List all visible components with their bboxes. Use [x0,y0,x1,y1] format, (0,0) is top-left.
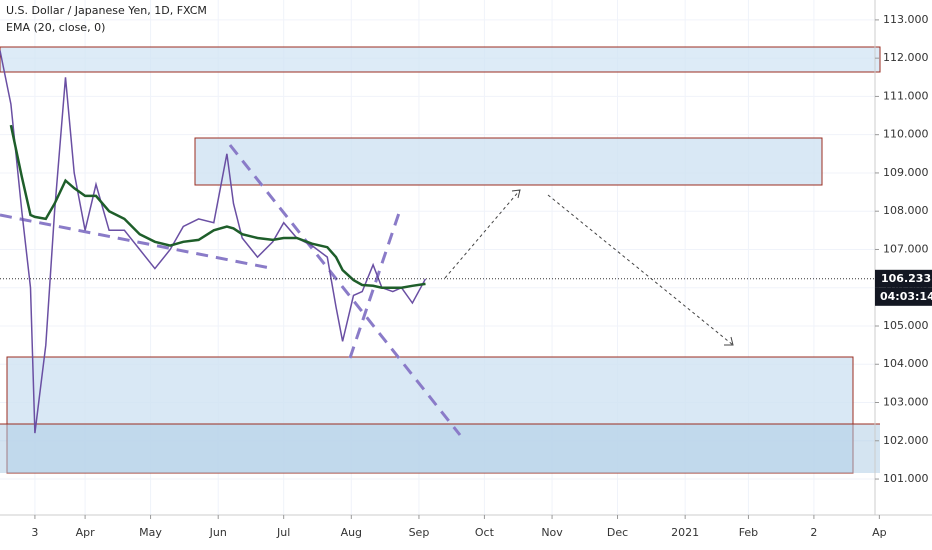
y-tick-label: 101.000 [883,472,929,485]
projection [444,189,734,346]
y-tick-label: 113.000 [883,13,929,26]
projection-up [444,189,521,279]
projection-down [547,194,734,346]
last-price-box [875,269,932,288]
trend-line [348,209,402,359]
arrow-head [511,189,521,199]
x-tick-label: Aug [341,526,362,539]
indicator-label: EMA (20, close, 0) [6,21,105,34]
x-tick-label: Dec [607,526,628,539]
y-tick-label: 111.000 [883,89,929,102]
x-tick-label: 2 [810,526,817,539]
x-tick-label: May [139,526,162,539]
y-tick-label: 102.000 [883,434,929,447]
x-tick-label: Jun [209,526,227,539]
y-tick-label: 107.000 [883,242,929,255]
y-tick-label: 108.000 [883,204,929,217]
x-tick-label: Apr [76,526,96,539]
y-tick-label: 109.000 [883,166,929,179]
price-line [0,50,427,434]
y-tick-label: 112.000 [883,51,929,64]
trend-line [0,213,271,270]
y-tick-label: 110.000 [883,128,929,141]
trend-lines [0,144,462,436]
countdown-box [875,287,932,306]
x-tick-label: Sep [409,526,430,539]
x-tick-label: Nov [541,526,563,539]
x-tick-label: 3 [31,526,38,539]
x-tick-label: Feb [739,526,758,539]
y-tick-label: 105.000 [883,319,929,332]
ema-line [9,124,426,289]
y-tick-label: 103.000 [883,396,929,409]
demand-zone-inner [0,424,880,473]
countdown-label: 04:03:14 [880,290,932,303]
plot [0,50,427,434]
last-price-label: 106.233 [881,272,931,285]
x-tick-label: Jul [276,526,290,539]
resistance-zone [0,46,881,73]
supply-zone [194,137,823,186]
x-tick-label: Oct [475,526,495,539]
y-tick-label: 104.000 [883,357,929,370]
x-tick-label: Ap [872,526,887,539]
trend-line [228,144,462,436]
arrow-head [724,336,734,346]
chart-title: U.S. Dollar / Japanese Yen, 1D, FXCM [6,4,207,17]
x-tick-label: 2021 [671,526,699,539]
